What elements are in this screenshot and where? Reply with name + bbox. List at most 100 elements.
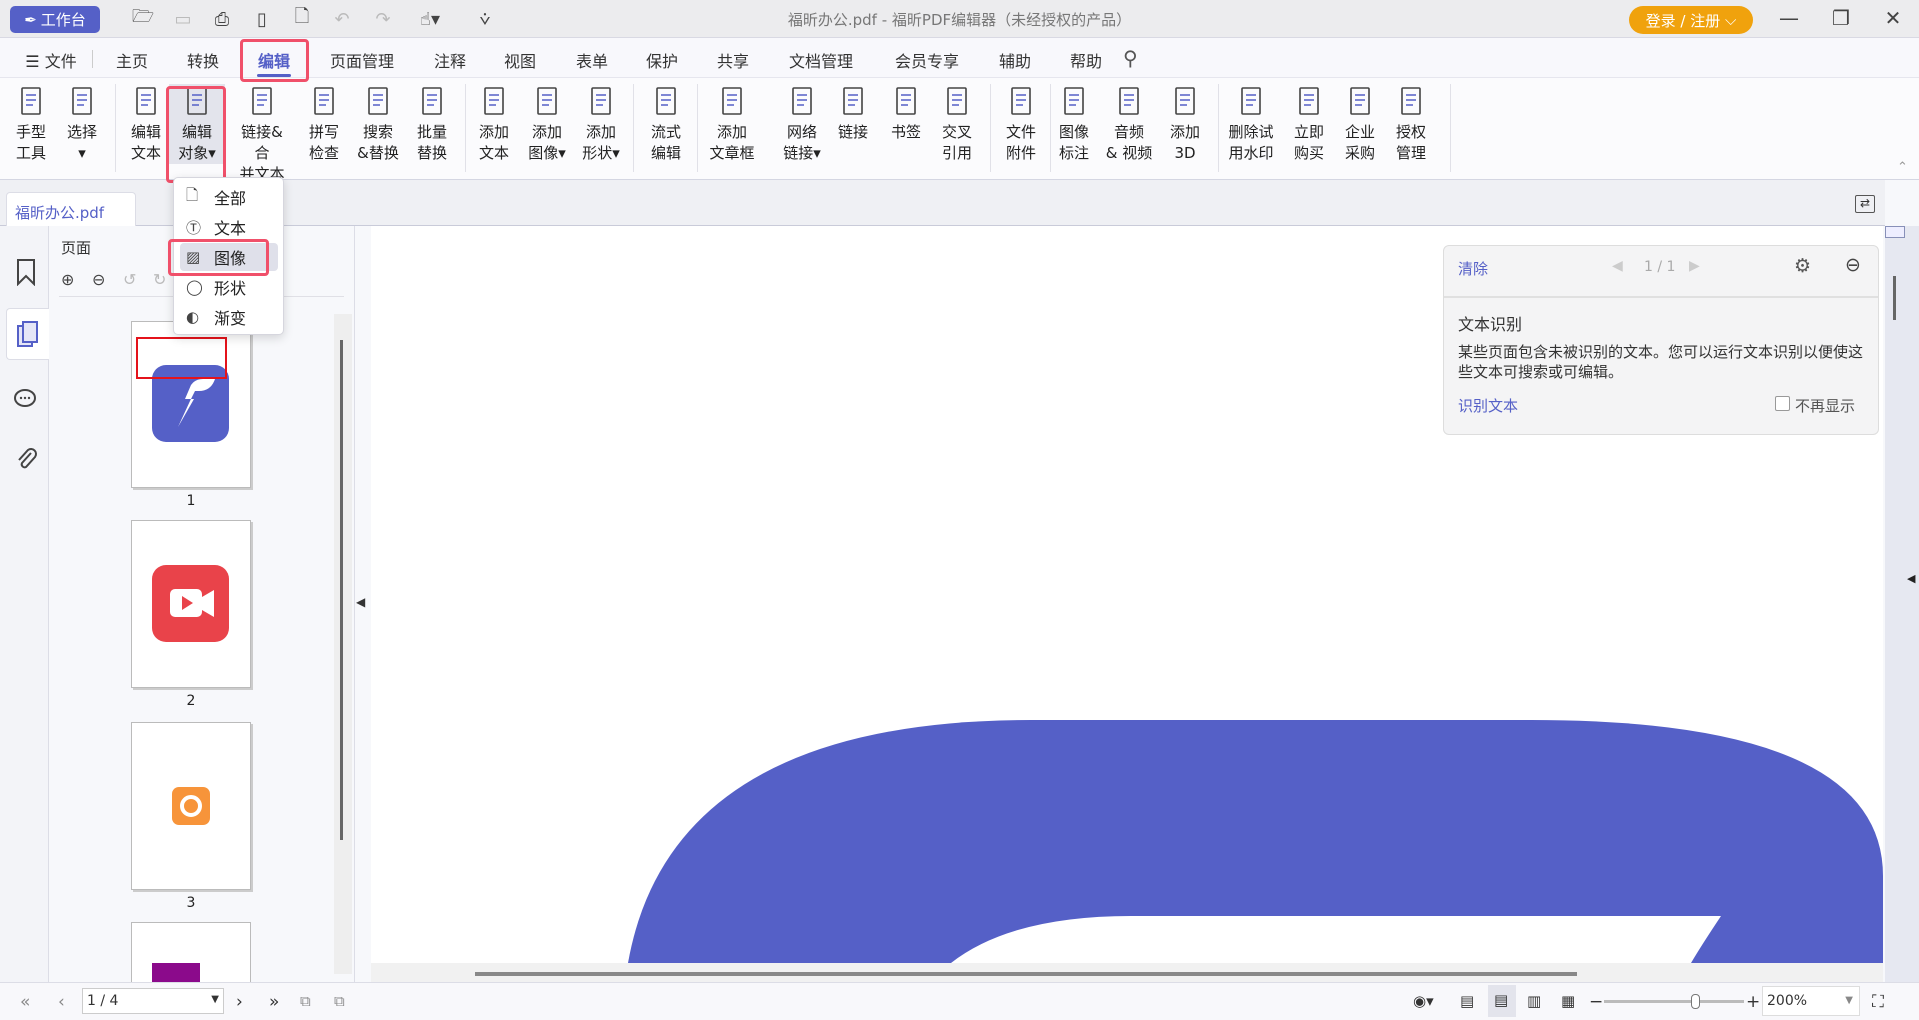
next-view-icon[interactable]: ⧉ <box>334 992 345 1010</box>
page-thumbnail-2[interactable] <box>131 520 251 688</box>
next-arrow-icon[interactable]: ▶ <box>1689 258 1700 274</box>
attachment-panel-icon[interactable] <box>8 439 44 479</box>
next-page-icon[interactable]: › <box>236 992 243 1012</box>
ribbon-button-spell-check[interactable]: 拼写 检查 <box>296 84 352 164</box>
shrink-thumbnail-icon[interactable]: ⊖ <box>92 270 106 289</box>
menu-tab-7[interactable]: 保护 <box>645 52 679 71</box>
facing-pages-icon[interactable]: ▥ <box>1527 992 1542 1010</box>
ribbon-button-bookmark[interactable]: 书签 <box>878 84 934 143</box>
pages-panel-icon[interactable] <box>6 308 49 360</box>
dropdown-item-gradient-object[interactable]: ◐ 渐变 <box>186 308 247 328</box>
zoom-level-input[interactable]: 200% ▼ <box>1762 986 1860 1016</box>
horizontal-scrollbar-track[interactable] <box>371 963 1883 982</box>
collapse-ribbon-icon[interactable]: ⌃ <box>1897 160 1908 175</box>
ribbon-button-web-link[interactable]: 网络 链接▾ <box>774 84 830 164</box>
document-tab[interactable]: 福昕办公.pdf <box>6 192 136 226</box>
ribbon-button-add-shape[interactable]: 添加 形状▾ <box>573 84 629 164</box>
menu-tab-8[interactable]: 共享 <box>716 52 750 71</box>
menu-tab-6[interactable]: 表单 <box>575 52 609 71</box>
ribbon-button-article-box[interactable]: 添加 文章框 <box>704 84 760 164</box>
ribbon-button-flow-edit[interactable]: 流式 编辑 <box>638 84 694 164</box>
ribbon-button-image-annotation[interactable]: 图像 标注 <box>1046 84 1102 164</box>
menu-tab-10[interactable]: 会员专享 <box>894 52 960 71</box>
previous-page-icon[interactable]: ‹ <box>58 992 65 1012</box>
minimize-button[interactable]: — <box>1779 6 1799 30</box>
single-page-icon[interactable]: ▤ <box>1460 992 1475 1010</box>
minimize-circle-icon[interactable]: ⊖ <box>1845 254 1861 276</box>
horizontal-scrollbar-thumb[interactable] <box>475 972 1577 976</box>
ribbon-button-batch-replace[interactable]: 批量 替换 <box>404 84 460 164</box>
dropdown-item-all-objects[interactable]: 🗋 全部 <box>186 185 247 209</box>
ribbon-button-license[interactable]: 授权 管理 <box>1383 84 1439 164</box>
menu-tab-4[interactable]: 注释 <box>433 52 467 71</box>
expand-panel-arrow-icon[interactable]: ◀ <box>1907 572 1916 585</box>
ribbon-button-remove-watermark[interactable]: 删除试 用水印 <box>1223 84 1279 164</box>
menu-tab-11[interactable]: 辅助 <box>998 52 1032 71</box>
comments-panel-icon[interactable] <box>8 380 44 420</box>
page-thumbnail-1[interactable] <box>131 321 251 488</box>
previous-arrow-icon[interactable]: ◀ <box>1612 258 1623 274</box>
ribbon-button-file-attachment[interactable]: 文件 附件 <box>993 84 1049 164</box>
rotate-right-icon[interactable]: ↻ <box>153 270 167 289</box>
menu-tab-9[interactable]: 文档管理 <box>788 52 854 71</box>
clear-link[interactable]: 清除 <box>1458 260 1489 278</box>
dropdown-item-shape-object[interactable]: ◯ 形状 <box>186 278 247 298</box>
thumbnail-scrollbar-track[interactable] <box>334 314 352 974</box>
dropdown-item-image-object[interactable]: ▨ 图像 <box>180 243 278 271</box>
ribbon-button-cart[interactable]: 立即 购买 <box>1281 84 1337 164</box>
open-folder-icon[interactable]: 🗁 <box>131 6 155 27</box>
customize-toolbar-icon[interactable]: ⩒ <box>479 8 491 30</box>
menu-tab-5[interactable]: 视图 <box>503 52 537 71</box>
zoom-out-icon[interactable]: − <box>1589 992 1604 1012</box>
continuous-facing-icon[interactable]: ▦ <box>1561 992 1576 1010</box>
ribbon-button-link-merge-text[interactable]: 链接&合 并文本 <box>234 84 290 185</box>
ribbon-button-audio-video[interactable]: 音频 & 视频 <box>1101 84 1157 164</box>
redo-icon[interactable]: ↷ <box>375 8 391 30</box>
scroll-marker[interactable] <box>1885 226 1905 238</box>
save-icon[interactable]: ▭ <box>174 8 192 30</box>
restore-button[interactable]: ❐ <box>1832 6 1850 30</box>
enlarge-thumbnail-icon[interactable]: ⊕ <box>61 270 75 289</box>
ribbon-button-shopping-bag[interactable]: 企业 采购 <box>1332 84 1388 164</box>
page-thumbnail-3[interactable] <box>131 722 251 890</box>
settings-gear-icon[interactable]: ⚙ <box>1794 255 1812 277</box>
first-page-icon[interactable]: « <box>20 992 31 1012</box>
print-icon[interactable]: ⎙ <box>214 8 230 30</box>
workbench-button[interactable]: ✒ 工作台 <box>10 6 100 33</box>
vertical-scrollbar-thumb[interactable] <box>1893 276 1896 320</box>
menu-tab-12[interactable]: 帮助 <box>1069 52 1103 71</box>
login-register-button[interactable]: 登录 / 注册 ⌵ <box>1629 6 1753 34</box>
menu-tab-1[interactable]: 转换 <box>186 52 220 71</box>
close-button[interactable]: ✕ <box>1884 6 1902 30</box>
ribbon-button-cross-reference[interactable]: 交叉 引用 <box>929 84 985 164</box>
menu-tab-3[interactable]: 页面管理 <box>329 52 395 71</box>
new-document-icon[interactable]: 🗋 <box>294 6 310 27</box>
ribbon-button-edit-text[interactable]: 编辑 文本 <box>118 84 174 164</box>
ribbon-button-select-text[interactable]: 选择 ▾ <box>54 84 110 164</box>
ribbon-button-add-3d[interactable]: 添加 3D <box>1157 84 1213 164</box>
zoom-slider[interactable] <box>1604 994 1744 1009</box>
ribbon-button-add-text[interactable]: 添加 文本 <box>466 84 522 164</box>
document-properties-icon[interactable]: ▯ <box>257 8 267 30</box>
fullscreen-icon[interactable]: ⛶ <box>1872 992 1884 1012</box>
zoom-slider-thumb[interactable] <box>1691 994 1700 1009</box>
ribbon-button-search-replace[interactable]: 搜索 &替换 <box>350 84 406 164</box>
ribbon-button-add-image[interactable]: 添加 图像▾ <box>519 84 575 164</box>
menu-tab-2[interactable]: 编辑 <box>257 52 291 71</box>
search-icon[interactable]: ⚲ <box>1123 46 1138 70</box>
bookmark-panel-icon[interactable] <box>8 252 44 292</box>
page-number-input[interactable]: 1 / 4 ▼ <box>82 988 224 1014</box>
page-thumbnail-4[interactable] <box>131 922 251 983</box>
file-menu[interactable]: ☰ 文件 <box>25 52 77 71</box>
reading-mode-icon[interactable]: ◉▾ <box>1413 992 1434 1010</box>
previous-view-icon[interactable]: ⧉ <box>300 992 311 1010</box>
recognize-text-link[interactable]: 识别文本 <box>1458 397 1519 415</box>
menu-tab-0[interactable]: 主页 <box>115 52 149 71</box>
collapse-panel-arrow-icon[interactable]: ◀ <box>356 595 366 609</box>
last-page-icon[interactable]: » <box>269 992 280 1012</box>
dropdown-item-text-object[interactable]: Ⓣ 文本 <box>186 218 247 239</box>
dont-show-checkbox[interactable] <box>1775 396 1790 411</box>
swap-panel-icon[interactable]: ⇄ <box>1855 195 1875 213</box>
ribbon-button-hand[interactable]: 手型 工具 <box>3 84 59 164</box>
continuous-page-button[interactable]: ▤ <box>1488 985 1516 1017</box>
